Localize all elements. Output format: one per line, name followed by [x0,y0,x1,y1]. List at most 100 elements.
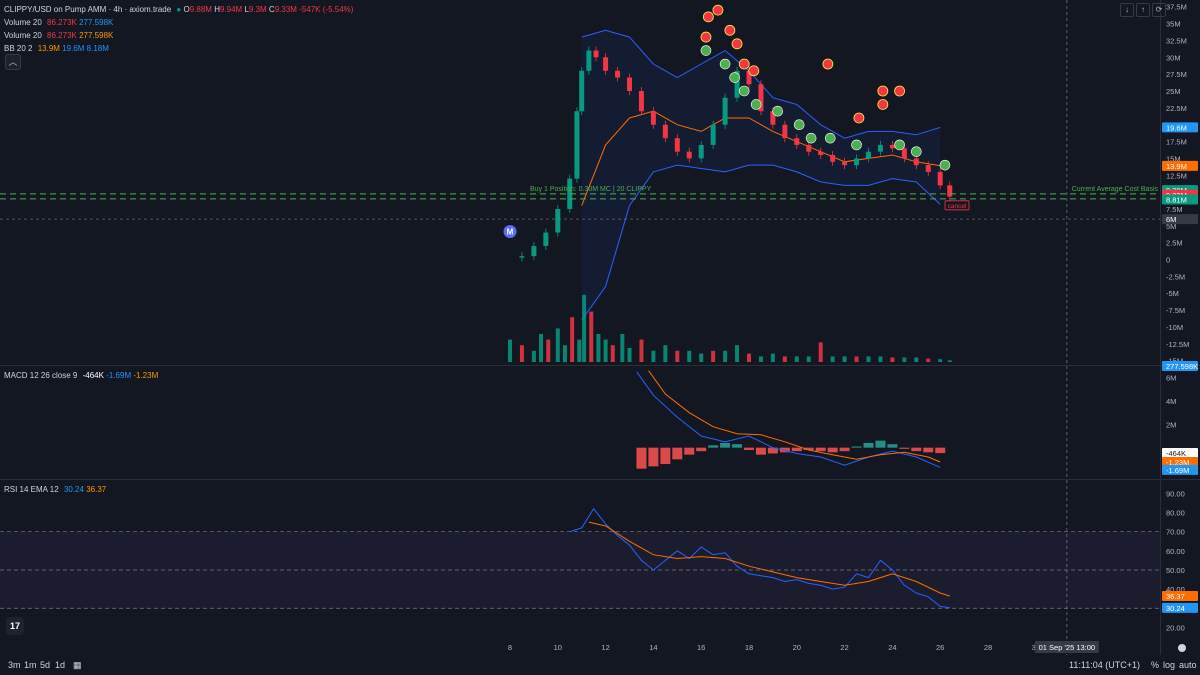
price-axis-label-bg [1162,214,1198,225]
settings-dot-icon[interactable] [1178,644,1186,652]
volume-bar [546,339,551,362]
price-tick-label: 7.5M [1166,205,1183,214]
refresh-icon[interactable]: ⟳ [1152,3,1166,17]
price-tick-label: -5M [1166,289,1179,298]
time-tick-label: 8 [508,643,512,652]
macd-hist-bar [863,443,874,448]
price-tick-label: 37.5M [1166,3,1187,12]
cancel-button[interactable] [944,200,970,211]
price-axis-label: 13.9M [1166,162,1187,171]
candle-body [574,111,580,179]
macd-hist-bar [660,447,671,464]
cancel-label: cancel [948,203,967,210]
candle-body [830,155,836,162]
timeframe-1m[interactable]: 1m [24,660,37,670]
sell-signal-icon [700,31,712,43]
time-tick-label: 12 [601,643,609,652]
log-toggle[interactable]: log [1163,660,1176,670]
volume-bar [854,356,859,362]
ohlc-h: 9.94M [219,5,243,14]
ohlc-c-label: C [268,5,275,14]
macd-hist-bar [851,446,862,448]
volume-bar [842,356,847,362]
macd-hist-bar [636,447,647,469]
volume-value-a-1: 86.273K [47,18,77,27]
volume-bar [878,356,883,362]
volume-bar [699,353,704,362]
tradingview-logo-icon[interactable]: 17 [6,617,24,635]
timeframe-3m[interactable]: 3m [8,660,21,670]
rsi-name: RSI 14 EMA 12 [4,485,59,494]
volume-bar [675,350,680,362]
bb-legend[interactable]: BB 20 2 13.9M 19.6M 8.18M [4,43,109,54]
price-tick-label: 17.5M [1166,138,1187,147]
candle-body [901,148,907,159]
arrow-up-icon[interactable]: ↑ [1136,3,1150,17]
ohlc-l-label: L [244,5,249,14]
price-axis-label-bg [1162,194,1198,205]
bb-value-c: 8.18M [86,44,109,53]
macd-hist-bar [720,443,731,448]
sell-signal-icon [822,58,834,70]
volume-bar [735,345,740,362]
time-tick-label: 22 [840,643,848,652]
volume-legend-2[interactable]: Volume 20 86.273K 277.598K [4,30,113,41]
calendar-icon[interactable]: ▦ [73,660,82,670]
macd-hist-bar [684,447,695,455]
arrow-down-icon[interactable]: ↓ [1120,3,1134,17]
volume-bar [890,357,895,362]
macd-signal-line [648,370,941,463]
macd-value-b: -1.69M [106,371,132,380]
sell-signal-icon [894,85,905,97]
symbol-title[interactable]: CLIPPY/USD on Pump AMM · 4h · axiom.trad… [4,5,172,14]
candle-body [937,171,943,186]
rsi-value-b: 36.37 [86,485,107,494]
price-tick-label: -12.5M [1166,340,1189,349]
macd-hist-bar [887,444,898,448]
candle-body [555,208,561,233]
volume-bar [603,339,608,362]
price-tick-label: 22.5M [1166,104,1187,113]
rsi-tick-label: 60.00 [1166,547,1185,556]
percent-toggle[interactable]: % [1151,660,1160,670]
volume-bar [577,339,582,362]
volume-bar [508,339,512,362]
rsi-legend[interactable]: RSI 14 EMA 12 30.24 36.37 [4,484,106,495]
buy-annotation: Buy 1 Position: 0.30M MC | 20 CLIPPY [530,186,652,193]
macd-axis-label: -464K [1166,449,1186,458]
macd-hist-bar [791,447,802,452]
sell-signal-icon [853,112,865,124]
price-axis-label-bg [1162,160,1198,171]
candle-body [579,70,585,112]
volume-legend-1[interactable]: Volume 20 86.273K 277.598K [4,17,113,28]
volume-bar [663,345,668,362]
timeframe-1d[interactable]: 1d [55,660,66,670]
clock[interactable]: 11:11:04 (UTC+1) [1069,660,1140,670]
volume-bar [806,356,811,362]
collapse-chevron-icon[interactable]: ︿ [5,54,21,70]
candle-body [593,50,599,58]
ohlc-o-label: O [183,5,190,14]
price-tick-label: -10M [1166,323,1183,332]
candle-body [615,70,621,78]
timeframe-5d[interactable]: 5d [40,660,51,670]
rsi-axis-label-bg [1162,602,1198,613]
macd-hist-bar [875,440,886,448]
macd-value-a: -464K [82,371,104,380]
candle-body [806,144,812,152]
candle-body [913,158,919,166]
sell-signal-icon [748,65,760,77]
ohlc-c: 9.33M [274,5,297,14]
macd-hist-bar [815,447,826,452]
bb-fill [581,30,941,321]
volume-bar [770,353,775,362]
macd-axis-label-bg [1162,464,1198,475]
marker-m-label: M [507,228,514,237]
volume-bar [562,345,567,362]
candle-body [877,144,883,152]
macd-legend[interactable]: MACD 12 26 close 9 -464K -1.69M -1.23M [4,370,158,381]
price-axis-label: 6M [1166,215,1176,224]
auto-toggle[interactable]: auto [1179,660,1197,670]
volume-bar [687,350,692,362]
